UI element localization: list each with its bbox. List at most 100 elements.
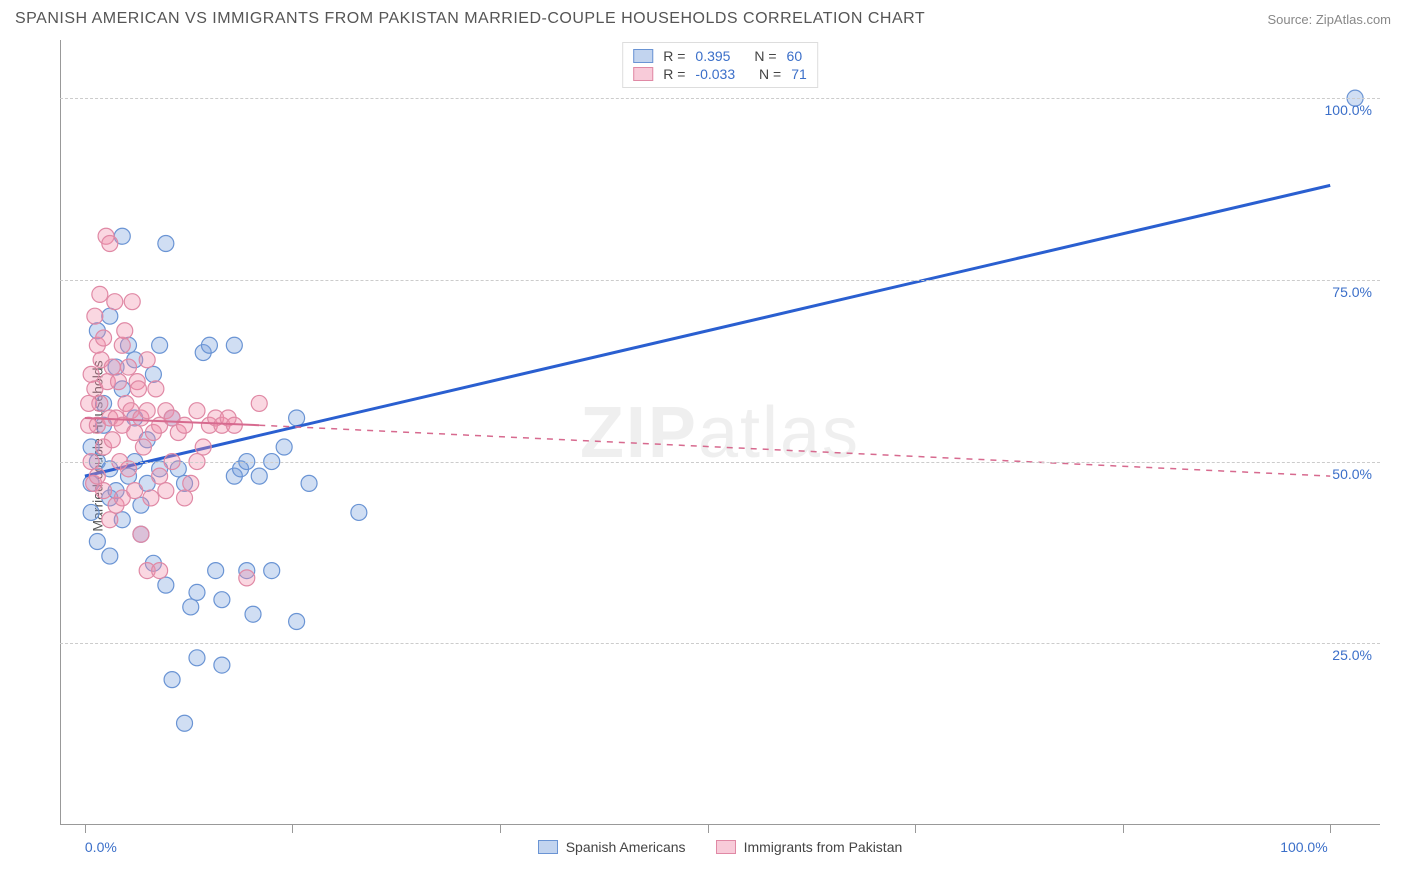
source-label: Source: ZipAtlas.com bbox=[1267, 12, 1391, 27]
y-tick-label: 50.0% bbox=[1332, 466, 1372, 482]
scatter-point bbox=[114, 337, 130, 353]
scatter-point bbox=[102, 236, 118, 252]
legend-label: Spanish Americans bbox=[566, 839, 686, 855]
scatter-point bbox=[89, 468, 105, 484]
chart-svg bbox=[60, 40, 1380, 825]
legend-label: Immigrants from Pakistan bbox=[744, 839, 903, 855]
chart-title: SPANISH AMERICAN VS IMMIGRANTS FROM PAKI… bbox=[15, 10, 925, 28]
scatter-point bbox=[189, 584, 205, 600]
scatter-point bbox=[89, 534, 105, 550]
scatter-point bbox=[148, 381, 164, 397]
scatter-point bbox=[83, 504, 99, 520]
scatter-point bbox=[208, 563, 224, 579]
y-tick-label: 25.0% bbox=[1332, 647, 1372, 663]
legend-item-spanish: Spanish Americans bbox=[538, 839, 686, 855]
x-tick bbox=[708, 825, 709, 833]
scatter-point bbox=[130, 381, 146, 397]
scatter-point bbox=[214, 657, 230, 673]
scatter-point bbox=[145, 366, 161, 382]
legend-stats-box: R = 0.395 N = 60 R = -0.033 N = 71 bbox=[622, 42, 818, 88]
scatter-point bbox=[301, 475, 317, 491]
scatter-point bbox=[152, 468, 168, 484]
scatter-point bbox=[177, 417, 193, 433]
legend-swatch-pink bbox=[716, 840, 736, 854]
x-tick bbox=[500, 825, 501, 833]
scatter-point bbox=[92, 395, 108, 411]
legend-swatch-blue bbox=[633, 49, 653, 63]
scatter-point bbox=[104, 432, 120, 448]
scatter-point bbox=[245, 606, 261, 622]
scatter-point bbox=[195, 439, 211, 455]
x-tick bbox=[85, 825, 86, 833]
legend-swatch-pink bbox=[633, 67, 653, 81]
scatter-point bbox=[276, 439, 292, 455]
y-tick-label: 75.0% bbox=[1332, 284, 1372, 300]
scatter-point bbox=[139, 352, 155, 368]
scatter-point bbox=[120, 359, 136, 375]
n-label: N = bbox=[759, 66, 781, 82]
x-tick bbox=[292, 825, 293, 833]
legend-swatch-blue bbox=[538, 840, 558, 854]
trend-line-extrapolated bbox=[259, 425, 1330, 476]
scatter-point bbox=[251, 395, 267, 411]
scatter-point bbox=[87, 308, 103, 324]
scatter-point bbox=[139, 403, 155, 419]
scatter-point bbox=[111, 374, 127, 390]
scatter-point bbox=[143, 490, 159, 506]
scatter-point bbox=[289, 613, 305, 629]
scatter-point bbox=[133, 526, 149, 542]
y-tick-label: 100.0% bbox=[1325, 102, 1372, 118]
x-tick-label: 100.0% bbox=[1280, 839, 1327, 855]
r-label: R = bbox=[663, 48, 685, 64]
legend-stats-row-2: R = -0.033 N = 71 bbox=[633, 65, 807, 83]
scatter-point bbox=[102, 512, 118, 528]
scatter-point bbox=[120, 461, 136, 477]
scatter-point bbox=[183, 475, 199, 491]
scatter-point bbox=[124, 294, 140, 310]
scatter-point bbox=[158, 483, 174, 499]
scatter-point bbox=[158, 236, 174, 252]
scatter-point bbox=[135, 439, 151, 455]
scatter-point bbox=[152, 563, 168, 579]
scatter-point bbox=[226, 337, 242, 353]
scatter-point bbox=[177, 715, 193, 731]
scatter-point bbox=[189, 650, 205, 666]
legend-stats-row-1: R = 0.395 N = 60 bbox=[633, 47, 807, 65]
grid-line bbox=[60, 98, 1380, 99]
scatter-point bbox=[104, 359, 120, 375]
scatter-point bbox=[201, 337, 217, 353]
grid-line bbox=[60, 280, 1380, 281]
scatter-point bbox=[96, 483, 112, 499]
scatter-point bbox=[117, 323, 133, 339]
scatter-point bbox=[92, 286, 108, 302]
scatter-point bbox=[264, 563, 280, 579]
scatter-point bbox=[127, 425, 143, 441]
scatter-point bbox=[164, 672, 180, 688]
scatter-point bbox=[127, 483, 143, 499]
scatter-point bbox=[152, 337, 168, 353]
n-label: N = bbox=[754, 48, 776, 64]
scatter-point bbox=[177, 490, 193, 506]
x-tick bbox=[1123, 825, 1124, 833]
scatter-point bbox=[214, 592, 230, 608]
scatter-point bbox=[289, 410, 305, 426]
scatter-point bbox=[189, 403, 205, 419]
grid-line bbox=[60, 643, 1380, 644]
scatter-point bbox=[158, 577, 174, 593]
legend-bottom: Spanish Americans Immigrants from Pakist… bbox=[60, 839, 1380, 855]
scatter-point bbox=[351, 504, 367, 520]
r-value-1: 0.395 bbox=[695, 48, 730, 64]
x-tick bbox=[1330, 825, 1331, 833]
r-value-2: -0.033 bbox=[695, 66, 735, 82]
scatter-point bbox=[83, 366, 99, 382]
scatter-point bbox=[239, 570, 255, 586]
grid-line bbox=[60, 462, 1380, 463]
plot-area: ZIPatlas R = 0.395 N = 60 R = -0.033 N =… bbox=[60, 40, 1380, 825]
n-value-2: 71 bbox=[791, 66, 807, 82]
trend-line bbox=[85, 185, 1330, 476]
x-tick-label: 0.0% bbox=[85, 839, 117, 855]
scatter-point bbox=[96, 330, 112, 346]
r-label: R = bbox=[663, 66, 685, 82]
scatter-point bbox=[107, 294, 123, 310]
scatter-point bbox=[251, 468, 267, 484]
